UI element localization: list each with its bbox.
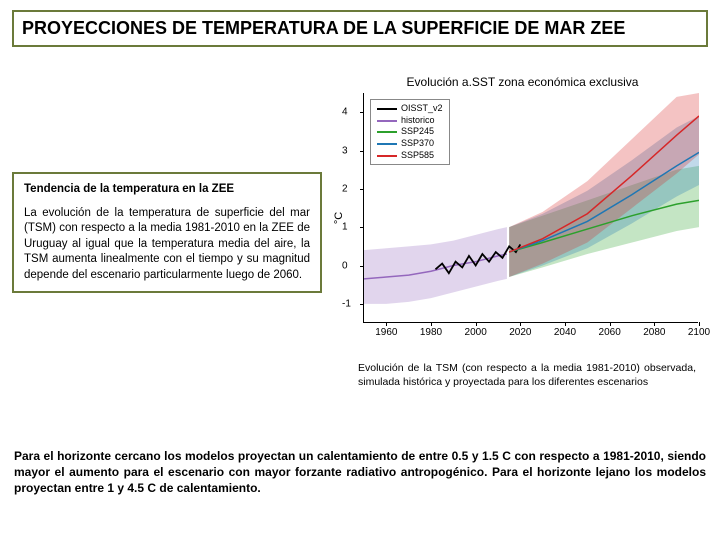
legend-label: SSP585 [401,150,434,162]
legend-row-historico: historico [377,115,443,127]
y-tick-label: 2 [342,183,348,194]
description-box: Tendencia de la temperatura en la ZEE La… [12,172,322,293]
legend-row-SSP585: SSP585 [377,150,443,162]
y-tick-mark [360,304,364,305]
x-tick-mark [476,322,477,326]
legend-label: SSP370 [401,138,434,150]
legend-row-OISST_v2: OISST_v2 [377,103,443,115]
legend-swatch [377,108,397,110]
legend-swatch [377,131,397,133]
x-tick-label: 2060 [599,327,621,338]
y-tick-label: 3 [342,145,348,156]
x-tick-label: 2040 [554,327,576,338]
y-tick-label: 0 [342,260,348,271]
y-tick-label: -1 [342,298,351,309]
page-title-box: PROYECCIONES DE TEMPERATURA DE LA SUPERF… [12,10,708,47]
legend-label: historico [401,115,435,127]
y-tick-mark [360,266,364,267]
legend-swatch [377,143,397,145]
legend-label: SSP245 [401,126,434,138]
plot-wrap: °C OISST_v2historicoSSP245SSP370SSP585 -… [335,93,710,343]
x-tick-mark [610,322,611,326]
y-tick-mark [360,112,364,113]
legend-swatch [377,120,397,122]
description-heading: Tendencia de la temperatura en la ZEE [24,182,310,198]
x-tick-label: 1960 [375,327,397,338]
x-tick-mark [565,322,566,326]
x-tick-label: 2000 [465,327,487,338]
y-tick-mark [360,189,364,190]
x-tick-mark [699,322,700,326]
legend-row-SSP245: SSP245 [377,126,443,138]
legend-label: OISST_v2 [401,103,443,115]
chart-title: Evolución a.SST zona económica exclusiva [335,75,710,89]
plot-area: OISST_v2historicoSSP245SSP370SSP585 -101… [363,93,698,323]
x-tick-mark [431,322,432,326]
y-tick-label: 1 [342,222,348,233]
x-tick-label: 2080 [643,327,665,338]
chart-caption: Evolución de la TSM (con respecto a la m… [358,362,696,389]
page-title: PROYECCIONES DE TEMPERATURA DE LA SUPERF… [22,18,625,38]
x-tick-mark [654,322,655,326]
x-tick-mark [520,322,521,326]
x-tick-label: 2100 [688,327,710,338]
footer-text: Para el horizonte cercano los modelos pr… [14,448,706,497]
legend-swatch [377,155,397,157]
x-tick-label: 2020 [509,327,531,338]
x-tick-label: 1980 [420,327,442,338]
y-tick-label: 4 [342,107,348,118]
legend-row-SSP370: SSP370 [377,138,443,150]
y-tick-mark [360,151,364,152]
band-historico [364,227,507,304]
sst-chart: Evolución a.SST zona económica exclusiva… [335,75,710,350]
chart-legend: OISST_v2historicoSSP245SSP370SSP585 [370,99,450,165]
y-tick-mark [360,227,364,228]
x-tick-mark [386,322,387,326]
description-body: La evolución de la temperatura de superf… [24,206,310,284]
